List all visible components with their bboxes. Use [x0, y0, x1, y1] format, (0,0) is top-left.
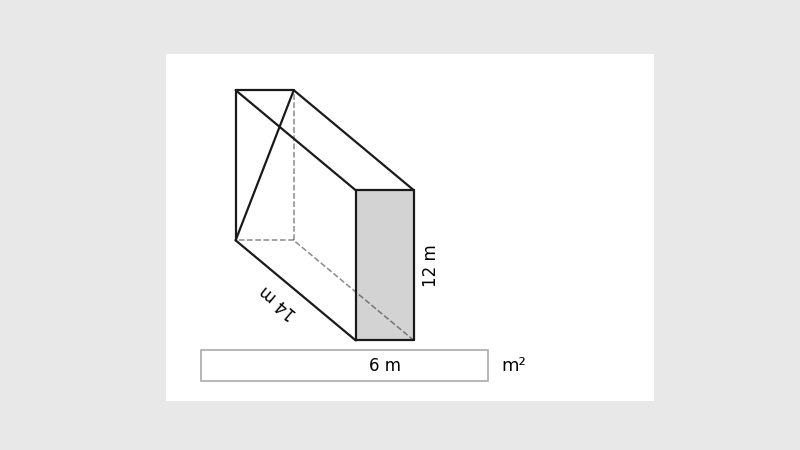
- Text: m²: m²: [502, 357, 526, 375]
- Bar: [201, 351, 487, 381]
- Bar: [166, 54, 654, 400]
- Text: 14 m: 14 m: [257, 281, 301, 323]
- Text: 12 m: 12 m: [422, 244, 440, 287]
- Text: 6 m: 6 m: [369, 357, 401, 375]
